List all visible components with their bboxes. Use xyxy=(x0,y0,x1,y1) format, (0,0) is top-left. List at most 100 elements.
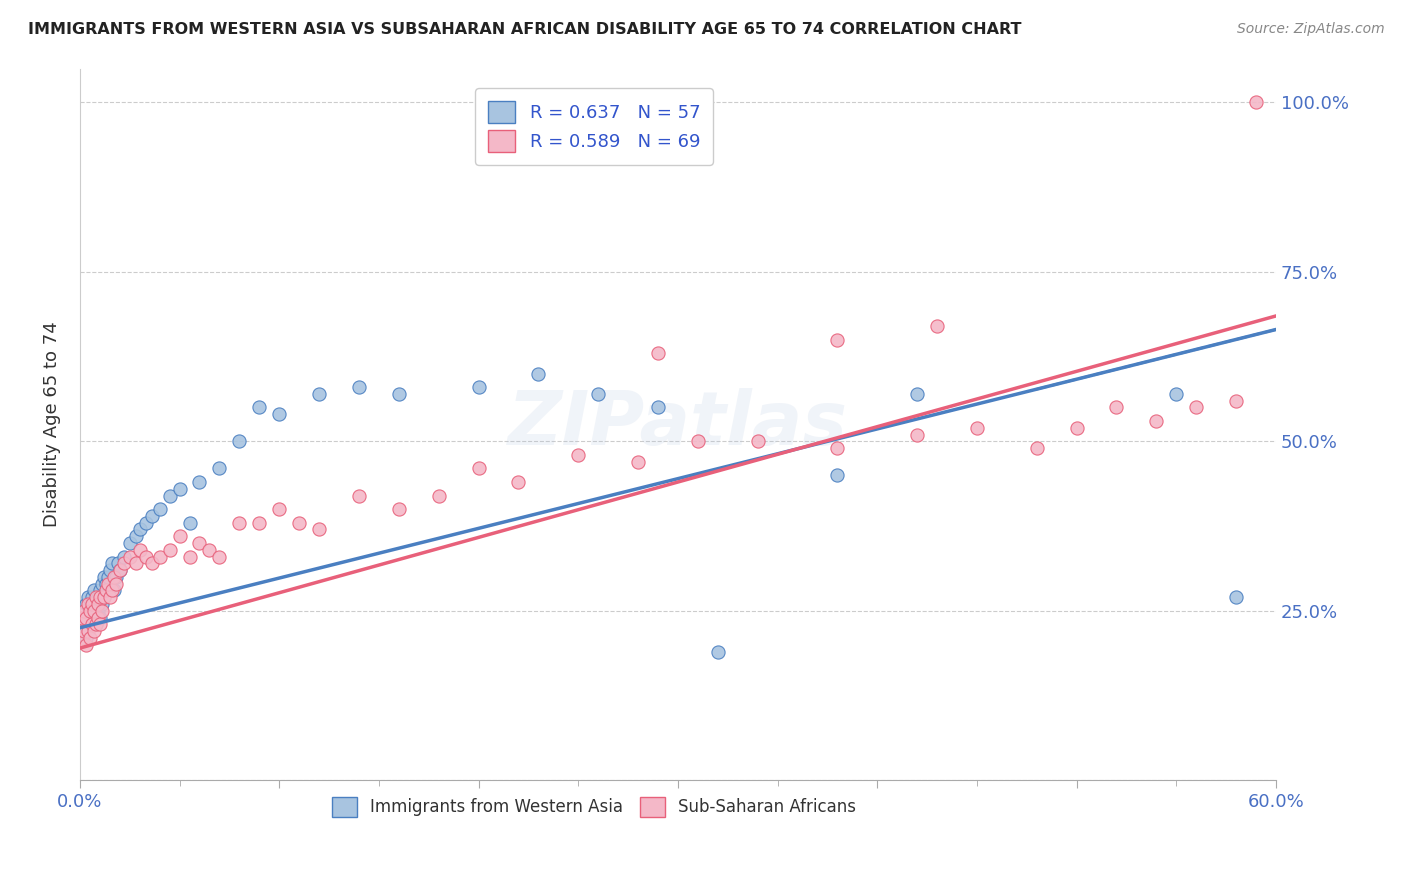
Point xyxy=(905,427,928,442)
Point xyxy=(149,549,172,564)
Point xyxy=(169,482,191,496)
Point xyxy=(76,610,98,624)
Point xyxy=(388,502,411,516)
Point xyxy=(94,576,117,591)
Point xyxy=(208,461,231,475)
Point xyxy=(112,549,135,564)
Point xyxy=(827,333,849,347)
Point xyxy=(188,475,211,489)
Point xyxy=(118,536,141,550)
Point xyxy=(83,604,105,618)
Point xyxy=(1244,95,1267,110)
Point xyxy=(87,591,110,605)
Point xyxy=(70,610,93,624)
Point xyxy=(103,583,125,598)
Point xyxy=(89,610,111,624)
Point xyxy=(125,557,148,571)
Point xyxy=(247,401,270,415)
Legend: Immigrants from Western Asia, Sub-Saharan Africans: Immigrants from Western Asia, Sub-Sahara… xyxy=(323,789,865,825)
Point xyxy=(1025,441,1047,455)
Point xyxy=(98,591,121,605)
Text: Source: ZipAtlas.com: Source: ZipAtlas.com xyxy=(1237,22,1385,37)
Point xyxy=(905,387,928,401)
Point xyxy=(73,617,96,632)
Point xyxy=(1185,401,1208,415)
Point xyxy=(108,563,131,577)
Point xyxy=(76,624,98,639)
Point xyxy=(141,508,163,523)
Point xyxy=(686,434,709,449)
Point xyxy=(89,617,111,632)
Point xyxy=(93,591,115,605)
Point xyxy=(1225,591,1247,605)
Point xyxy=(308,387,330,401)
Point xyxy=(427,489,450,503)
Point xyxy=(75,631,97,645)
Point xyxy=(83,583,105,598)
Point xyxy=(70,624,93,639)
Point xyxy=(1066,421,1088,435)
Point xyxy=(90,604,112,618)
Point xyxy=(80,617,103,632)
Point xyxy=(104,576,127,591)
Point xyxy=(70,631,93,645)
Point xyxy=(347,489,370,503)
Point xyxy=(586,387,609,401)
Point xyxy=(269,407,291,421)
Point xyxy=(84,591,107,605)
Point xyxy=(75,610,97,624)
Point xyxy=(1225,393,1247,408)
Point xyxy=(87,597,110,611)
Point xyxy=(128,523,150,537)
Point xyxy=(707,644,730,658)
Point xyxy=(159,542,181,557)
Point xyxy=(567,448,589,462)
Point xyxy=(89,583,111,598)
Point xyxy=(228,434,250,449)
Point xyxy=(83,604,105,618)
Point xyxy=(347,380,370,394)
Point xyxy=(247,516,270,530)
Point xyxy=(388,387,411,401)
Point xyxy=(84,617,107,632)
Point xyxy=(467,380,489,394)
Point xyxy=(169,529,191,543)
Text: ZIPatlas: ZIPatlas xyxy=(508,388,848,461)
Point xyxy=(308,523,330,537)
Point xyxy=(647,346,669,360)
Point xyxy=(747,434,769,449)
Point xyxy=(125,529,148,543)
Point xyxy=(966,421,988,435)
Point xyxy=(94,583,117,598)
Point xyxy=(76,591,98,605)
Point xyxy=(84,617,107,632)
Text: IMMIGRANTS FROM WESTERN ASIA VS SUBSAHARAN AFRICAN DISABILITY AGE 65 TO 74 CORRE: IMMIGRANTS FROM WESTERN ASIA VS SUBSAHAR… xyxy=(28,22,1022,37)
Point xyxy=(80,597,103,611)
Y-axis label: Disability Age 65 to 74: Disability Age 65 to 74 xyxy=(44,321,60,527)
Point xyxy=(135,516,157,530)
Point xyxy=(73,604,96,618)
Point xyxy=(179,516,201,530)
Point xyxy=(827,468,849,483)
Point xyxy=(527,367,550,381)
Point xyxy=(159,489,181,503)
Point xyxy=(1144,414,1167,428)
Point xyxy=(208,549,231,564)
Point xyxy=(100,557,122,571)
Point xyxy=(75,597,97,611)
Point xyxy=(79,604,101,618)
Point xyxy=(179,549,201,564)
Point xyxy=(93,591,115,605)
Point xyxy=(93,570,115,584)
Point xyxy=(98,563,121,577)
Point xyxy=(228,516,250,530)
Point xyxy=(107,557,129,571)
Point xyxy=(79,604,101,618)
Point xyxy=(76,597,98,611)
Point xyxy=(647,401,669,415)
Point xyxy=(1105,401,1128,415)
Point xyxy=(627,455,650,469)
Point xyxy=(1166,387,1188,401)
Point xyxy=(827,441,849,455)
Point xyxy=(925,319,948,334)
